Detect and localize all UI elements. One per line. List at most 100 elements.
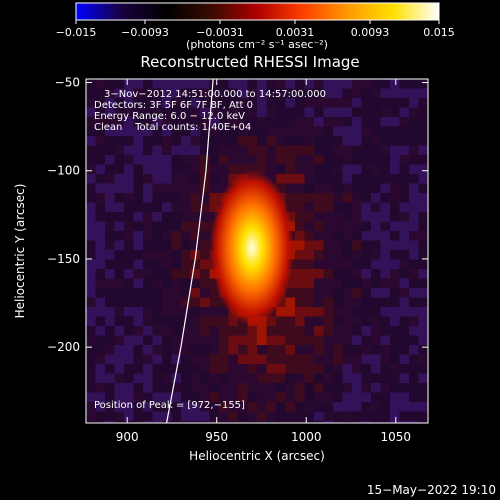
image-pixel xyxy=(380,240,391,251)
image-pixel xyxy=(162,145,172,156)
image-pixel xyxy=(352,231,362,241)
image-pixel xyxy=(380,421,391,423)
image-pixel xyxy=(171,326,182,336)
image-pixel xyxy=(238,392,248,403)
image-pixel xyxy=(323,297,334,308)
image-pixel xyxy=(304,98,315,108)
image-pixel xyxy=(105,79,115,89)
image-pixel xyxy=(333,212,343,222)
image-pixel xyxy=(238,373,248,384)
image-pixel xyxy=(181,269,191,279)
image-pixel xyxy=(95,297,106,308)
image-pixel xyxy=(152,136,163,146)
image-pixel xyxy=(152,392,163,403)
image-pixel xyxy=(371,383,381,393)
image-pixel xyxy=(171,202,182,213)
image-pixel xyxy=(323,88,334,99)
image-pixel xyxy=(105,240,115,251)
image-pixel xyxy=(105,288,115,298)
image-pixel xyxy=(133,202,144,213)
image-pixel xyxy=(276,383,286,393)
image-pixel xyxy=(228,364,239,374)
image-pixel xyxy=(409,183,419,194)
image-pixel xyxy=(247,79,258,89)
image-pixel xyxy=(371,136,381,146)
image-pixel xyxy=(342,117,353,127)
image-pixel xyxy=(86,183,96,194)
image-pixel xyxy=(361,79,372,89)
image-pixel xyxy=(371,411,381,422)
image-pixel xyxy=(418,297,428,308)
image-pixel xyxy=(105,183,115,194)
image-pixel xyxy=(314,164,324,175)
image-pixel xyxy=(143,345,153,355)
image-pixel xyxy=(285,183,296,194)
image-pixel xyxy=(114,364,125,374)
image-pixel xyxy=(171,354,182,365)
image-pixel xyxy=(323,155,334,165)
image-pixel xyxy=(181,136,191,146)
image-pixel xyxy=(143,250,153,260)
image-pixel xyxy=(171,269,182,279)
image-pixel xyxy=(133,193,144,203)
image-pixel xyxy=(162,212,172,222)
image-pixel xyxy=(304,155,315,165)
image-pixel xyxy=(390,354,400,365)
image-pixel xyxy=(219,155,229,165)
image-pixel xyxy=(333,278,343,289)
image-pixel xyxy=(152,98,163,108)
image-pixel xyxy=(371,174,381,184)
image-pixel xyxy=(133,269,144,279)
image-pixel xyxy=(228,136,239,146)
image-pixel xyxy=(143,278,153,289)
image-pixel xyxy=(124,364,134,374)
image-pixel xyxy=(323,183,334,194)
image-pixel xyxy=(409,278,419,289)
image-pixel xyxy=(295,155,305,165)
image-pixel xyxy=(295,212,305,222)
image-pixel xyxy=(190,269,201,279)
image-pixel xyxy=(352,136,362,146)
image-pixel xyxy=(323,259,334,270)
image-pixel xyxy=(361,345,372,355)
image-pixel xyxy=(114,240,125,251)
image-pixel xyxy=(162,79,172,89)
image-pixel xyxy=(171,411,182,422)
image-pixel xyxy=(152,88,163,99)
image-pixel xyxy=(124,221,134,232)
image-pixel xyxy=(86,364,96,374)
image-pixel xyxy=(333,174,343,184)
image-pixel xyxy=(200,193,210,203)
image-pixel xyxy=(390,212,400,222)
image-pixel xyxy=(276,392,286,403)
image-pixel xyxy=(247,421,258,423)
image-pixel xyxy=(200,202,210,213)
image-pixel xyxy=(390,79,400,89)
image-pixel xyxy=(257,421,267,423)
image-pixel xyxy=(304,383,315,393)
image-pixel xyxy=(171,335,182,346)
image-pixel xyxy=(114,316,125,327)
image-pixel xyxy=(371,212,381,222)
image-pixel xyxy=(190,79,201,89)
image-pixel xyxy=(266,373,277,384)
image-pixel xyxy=(380,174,391,184)
image-pixel xyxy=(371,421,381,423)
image-pixel xyxy=(162,354,172,365)
image-pixel xyxy=(124,278,134,289)
image-pixel xyxy=(86,269,96,279)
image-pixel xyxy=(143,164,153,175)
image-pixel xyxy=(162,373,172,384)
image-pixel xyxy=(190,240,201,251)
colorbar-tick-label: 0.0093 xyxy=(351,26,390,39)
image-pixel xyxy=(295,88,305,99)
image-pixel xyxy=(266,411,277,422)
image-pixel xyxy=(323,411,334,422)
image-pixel xyxy=(333,136,343,146)
image-pixel xyxy=(361,354,372,365)
image-pixel xyxy=(228,411,239,422)
image-pixel xyxy=(352,345,362,355)
image-pixel xyxy=(399,383,410,393)
image-pixel xyxy=(190,155,201,165)
image-pixel xyxy=(361,98,372,108)
